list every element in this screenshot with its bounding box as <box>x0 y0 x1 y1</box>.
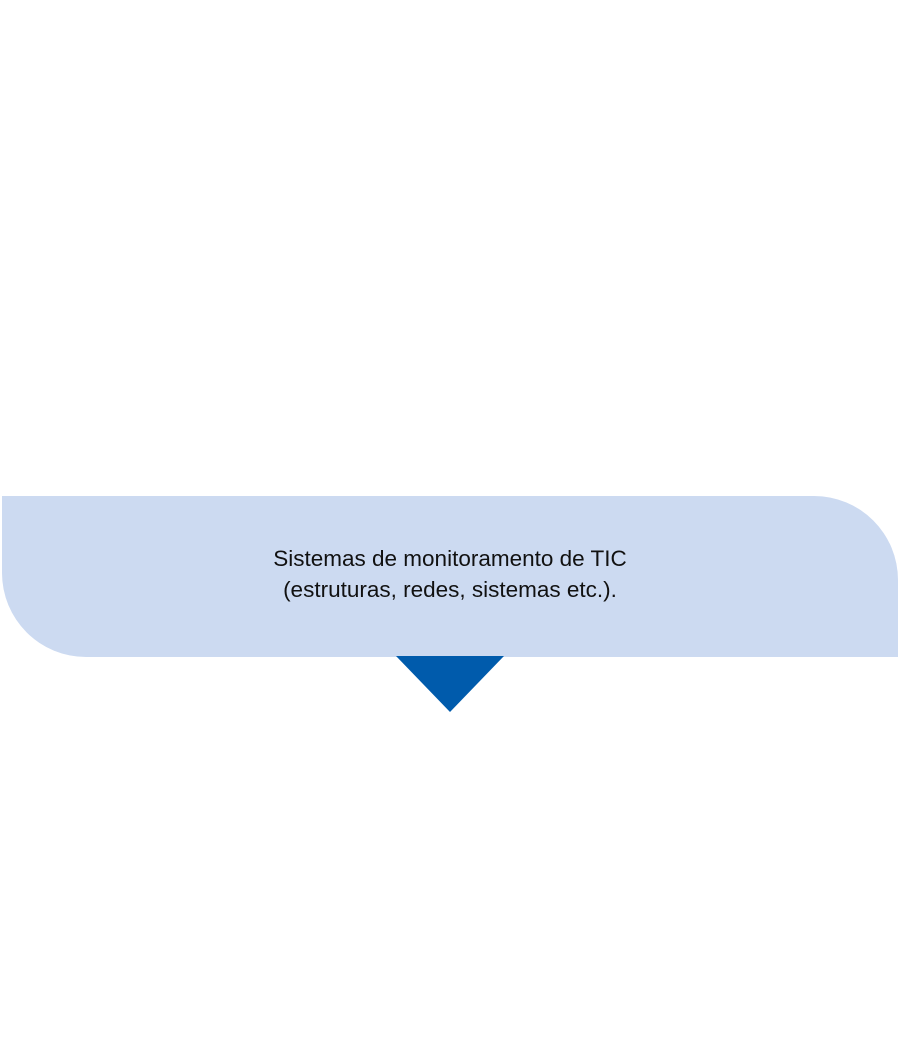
callout-text-line-1: Sistemas de monitoramento de TIC <box>273 545 627 571</box>
callout-box: Sistemas de monitoramento de TIC (estrut… <box>2 496 898 657</box>
callout-text-line-2: (estruturas, redes, sistemas etc.). <box>283 576 617 602</box>
triangle-down-icon <box>396 656 504 712</box>
pointer-triangle <box>396 656 504 712</box>
callout-text: Sistemas de monitoramento de TIC (estrut… <box>273 543 627 605</box>
